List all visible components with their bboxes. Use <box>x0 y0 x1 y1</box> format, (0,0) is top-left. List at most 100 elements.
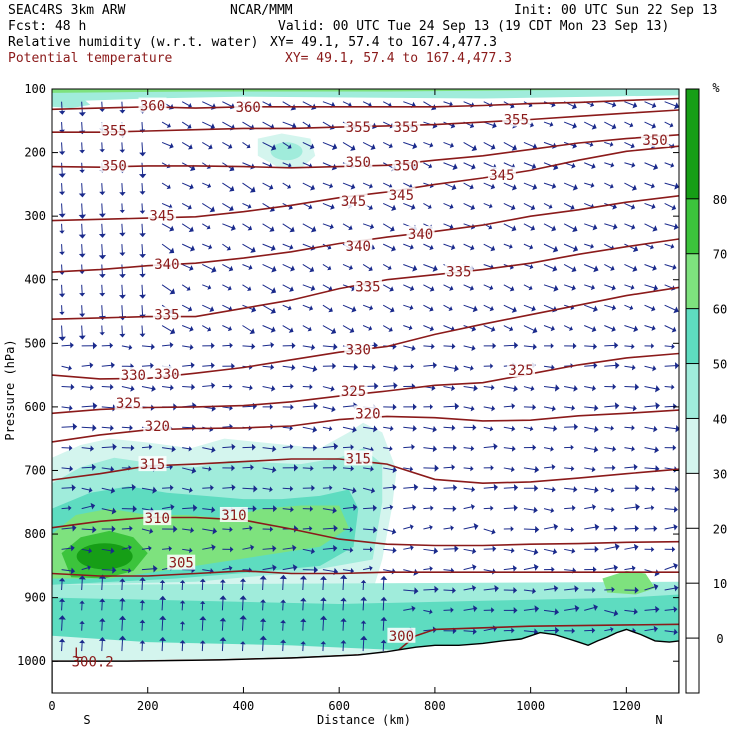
wind-vector <box>102 244 103 256</box>
wind-vector <box>102 578 103 590</box>
theta-contour-label: 350 <box>102 158 127 174</box>
x-tick-label: 800 <box>424 699 446 713</box>
init-time: Init: 00 UTC Sun 22 Sep 13 <box>514 3 718 18</box>
y-tick-label: 800 <box>24 527 46 541</box>
theta-contour-label: 360 <box>236 100 261 116</box>
wind-vector <box>122 528 130 529</box>
wind-vector <box>122 639 123 651</box>
wind-vector <box>263 639 264 651</box>
wind-vector <box>323 488 330 489</box>
wind-vector <box>122 244 123 253</box>
wind-vector <box>142 142 143 153</box>
wind-vector <box>122 264 123 274</box>
theta-contour-label: 345 <box>341 194 366 210</box>
wind-vector <box>343 468 351 469</box>
wind-vector <box>343 578 344 590</box>
wind-vector <box>524 529 536 530</box>
colorbar-band <box>686 254 699 309</box>
x-axis-label: Distance (km) <box>317 713 411 727</box>
wind-vector <box>142 366 151 367</box>
wind-vector <box>62 488 73 489</box>
theta-contour-label: 300 <box>389 629 414 645</box>
wind-vector <box>444 467 453 468</box>
wind-vector <box>142 580 143 590</box>
wind-vector <box>142 305 143 315</box>
wind-vector <box>82 224 83 235</box>
wind-vector <box>62 619 63 631</box>
wind-vector <box>62 581 63 590</box>
wind-vector <box>82 244 83 254</box>
theta-contour-label: 305 <box>169 556 194 572</box>
wind-vector <box>102 285 103 294</box>
theta-contour-label: 340 <box>408 227 433 243</box>
y-tick-label: 900 <box>24 591 46 605</box>
wind-vector <box>62 102 63 112</box>
wind-vector <box>242 467 251 468</box>
wind-vector <box>162 599 163 610</box>
wind-vector <box>383 620 384 630</box>
colorbar-tick-label: 70 <box>713 248 727 262</box>
y-tick-label: 700 <box>24 463 46 477</box>
theta-contour-label: 335 <box>446 264 471 280</box>
wind-vector <box>303 621 304 630</box>
wind-vector <box>242 488 253 489</box>
wind-vector <box>363 600 364 610</box>
theta-contour-label: 345 <box>489 168 514 184</box>
wind-vector <box>122 601 123 610</box>
colorbar-tick-label: 20 <box>713 522 727 536</box>
x-tick-label: 0 <box>48 699 55 713</box>
theta-contour-label: 350 <box>642 133 667 149</box>
wind-vector <box>82 467 93 468</box>
theta-contour-label: 325 <box>116 396 141 412</box>
colorbar-tick-label: 80 <box>713 193 727 207</box>
theta-contour-label: 345 <box>389 188 414 204</box>
wind-vector <box>444 488 454 489</box>
theta-contour-label: 325 <box>341 384 366 400</box>
x-end-left-label: S <box>83 713 90 727</box>
wind-vector <box>122 183 123 193</box>
wind-vector <box>343 529 351 530</box>
wind-vector <box>665 346 673 347</box>
wind-vector <box>242 619 243 631</box>
wind-vector <box>82 183 83 194</box>
wind-vector <box>122 427 130 428</box>
wind-vector <box>423 508 431 509</box>
theta-contour-label: 355 <box>102 123 127 139</box>
wind-vector <box>444 346 453 347</box>
theta-contour-label: 335 <box>355 280 380 296</box>
wind-vector <box>62 508 69 509</box>
wind-vector <box>444 406 456 407</box>
wind-vector <box>122 326 123 335</box>
center-name: NCAR/MMM <box>230 3 293 18</box>
wind-vector <box>62 163 63 174</box>
wind-vector <box>444 427 453 428</box>
theta-contour-label: 350 <box>346 155 371 171</box>
theta-contour-label: 330 <box>346 343 371 359</box>
colorbar-tick-label: 30 <box>713 467 727 481</box>
wind-vector <box>62 183 63 192</box>
wind-vector <box>102 570 113 571</box>
wind-vector <box>82 305 83 314</box>
wind-vector <box>162 640 163 651</box>
wind-vector <box>142 244 143 255</box>
wind-vector <box>464 468 471 469</box>
wind-vector <box>82 427 93 428</box>
wind-vector <box>62 642 63 651</box>
y-tick-label: 1000 <box>17 654 46 668</box>
wind-vector <box>182 508 194 509</box>
colorbar-unit: % <box>712 81 720 95</box>
theta-contour-label: 315 <box>346 451 371 467</box>
wind-vector <box>82 326 83 337</box>
wind-vector <box>323 579 324 590</box>
wind-vector <box>222 621 223 631</box>
x-end-right-label: N <box>655 713 662 727</box>
wind-vector <box>82 285 83 294</box>
theta-contour-label: 320 <box>355 406 380 422</box>
wind-vector <box>242 346 252 347</box>
wind-vector <box>122 102 123 111</box>
wind-vector <box>82 122 83 131</box>
wind-vector <box>82 579 83 590</box>
wind-vector <box>383 579 384 590</box>
wind-vector <box>263 621 264 630</box>
wind-vector <box>343 621 344 630</box>
